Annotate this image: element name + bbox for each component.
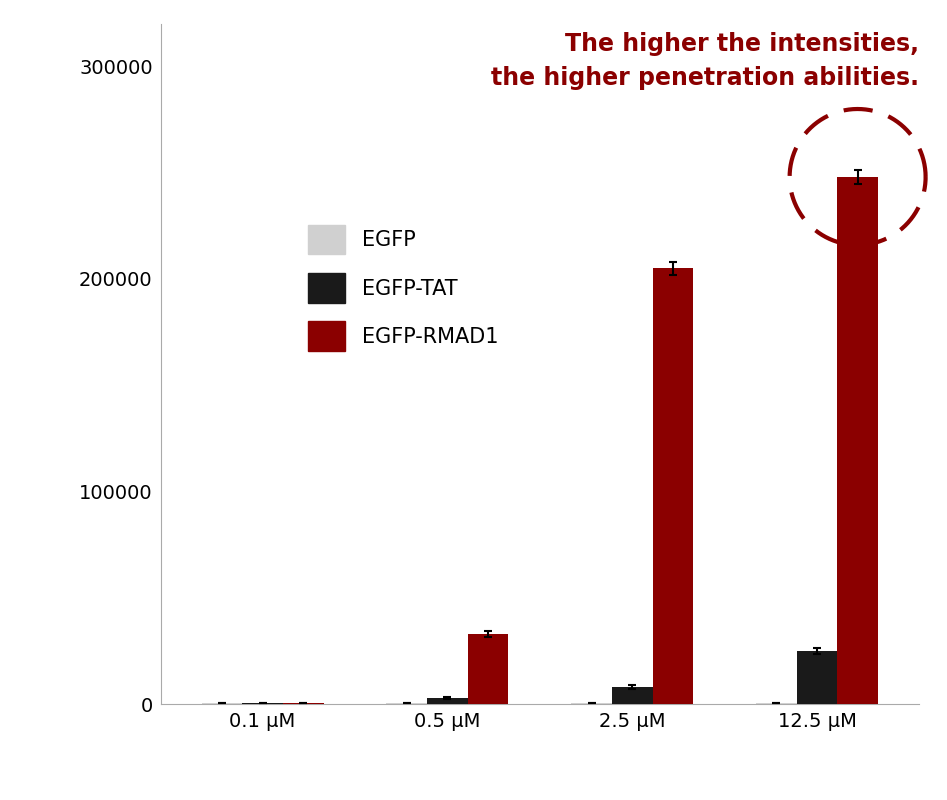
- Bar: [756, 703, 796, 704]
- Bar: [612, 687, 652, 704]
- Bar: [427, 698, 468, 704]
- Bar: [202, 703, 242, 704]
- Bar: [837, 177, 878, 704]
- Text: The higher the intensities,
the higher penetration abilities.: The higher the intensities, the higher p…: [491, 32, 919, 90]
- Bar: [652, 268, 693, 704]
- Legend: EGFP, EGFP-TAT, EGFP-RMAD1: EGFP, EGFP-TAT, EGFP-RMAD1: [308, 225, 498, 350]
- Bar: [283, 703, 324, 704]
- Bar: [242, 703, 283, 704]
- Bar: [386, 703, 427, 704]
- Bar: [468, 634, 509, 704]
- Bar: [571, 703, 612, 704]
- Bar: [796, 651, 837, 704]
